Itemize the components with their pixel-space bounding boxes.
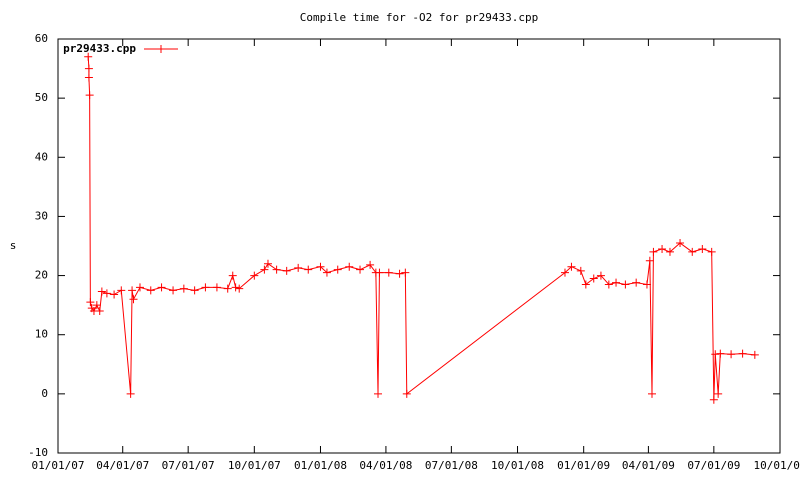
data-point (146, 286, 155, 295)
data-point (97, 287, 106, 296)
data-point (374, 389, 383, 398)
data-point (658, 244, 667, 253)
data-point (92, 301, 101, 310)
x-tick-label: 04/01/07 (96, 459, 149, 472)
data-point (576, 266, 585, 275)
x-tick-label: 04/01/09 (622, 459, 675, 472)
legend-marker (157, 45, 165, 53)
data-point (581, 280, 590, 289)
data-point (716, 349, 725, 358)
x-tick-label: 04/01/08 (359, 459, 412, 472)
data-point (738, 349, 747, 358)
data-point (228, 271, 237, 280)
data-point (316, 262, 325, 271)
x-tick-label: 01/01/07 (32, 459, 85, 472)
x-tick-label: 10/01/08 (491, 459, 544, 472)
data-point (384, 268, 393, 277)
data-point (263, 259, 272, 268)
data-point (110, 290, 119, 299)
data-line (87, 56, 755, 400)
data-point (84, 64, 93, 73)
data-point (727, 350, 736, 359)
data-point (567, 262, 576, 271)
data-point (190, 286, 199, 295)
data-point (711, 350, 720, 359)
data-point (366, 260, 375, 269)
data-point (126, 389, 135, 398)
data-point (604, 280, 613, 289)
x-tick-label: 01/01/09 (557, 459, 610, 472)
data-point (86, 298, 95, 307)
data-point (698, 244, 707, 253)
data-point (645, 256, 654, 265)
data-point (642, 280, 651, 289)
data-point (596, 271, 605, 280)
data-point (707, 247, 716, 256)
data-point (304, 265, 313, 274)
data-point (621, 280, 630, 289)
data-point (282, 266, 291, 275)
data-point (129, 295, 138, 304)
plot-frame (57, 38, 781, 454)
y-tick-label: 0 (41, 387, 48, 400)
data-point (201, 283, 210, 292)
data-point (84, 73, 93, 82)
data-point (647, 389, 656, 398)
data-point (322, 268, 331, 277)
data-point (401, 268, 410, 277)
y-tick-label: 40 (35, 150, 48, 163)
y-axis-label: s (10, 239, 17, 252)
data-point (676, 239, 685, 248)
y-tick-label: 60 (35, 32, 48, 45)
x-tick-label: 07/01/09 (687, 459, 740, 472)
x-tick-label: 07/01/08 (425, 459, 478, 472)
data-point (665, 247, 674, 256)
data-point (714, 389, 723, 398)
data-point (750, 350, 759, 359)
data-point (260, 265, 269, 274)
data-point (345, 262, 354, 271)
y-tick-label: 50 (35, 91, 48, 104)
data-point (632, 278, 641, 287)
data-point (102, 289, 111, 298)
data-point (212, 283, 221, 292)
data-point (333, 265, 342, 274)
data-point (560, 268, 569, 277)
x-tick-label: 10/01/09 (754, 459, 800, 472)
data-point (95, 307, 104, 316)
data-point (117, 286, 126, 295)
data-point (709, 395, 718, 404)
data-point (375, 268, 384, 277)
y-tick-label: 30 (35, 209, 48, 222)
data-point (157, 283, 166, 292)
data-point (356, 265, 365, 274)
data-point (402, 389, 411, 398)
data-point (169, 286, 178, 295)
y-tick-label: 20 (35, 269, 48, 282)
y-tick-label: -10 (28, 446, 48, 459)
x-tick-label: 07/01/07 (162, 459, 215, 472)
data-point (649, 247, 658, 256)
legend-label: pr29433.cpp (63, 42, 136, 55)
data-point (612, 278, 621, 287)
data-point (250, 271, 259, 280)
data-point (688, 247, 697, 256)
data-point (135, 283, 144, 292)
data-point (294, 263, 303, 272)
x-tick-label: 10/01/07 (228, 459, 281, 472)
data-point (395, 269, 404, 278)
data-point (85, 91, 94, 100)
data-point (589, 274, 598, 283)
data-point (128, 286, 137, 295)
data-point (223, 284, 232, 293)
y-tick-label: 10 (35, 328, 48, 341)
data-point (231, 283, 240, 292)
data-point (235, 284, 244, 293)
data-point (179, 284, 188, 293)
x-tick-label: 01/01/08 (294, 459, 347, 472)
chart-title: Compile time for -O2 for pr29433.cpp (300, 11, 538, 24)
data-point (272, 265, 281, 274)
data-point (84, 52, 93, 61)
